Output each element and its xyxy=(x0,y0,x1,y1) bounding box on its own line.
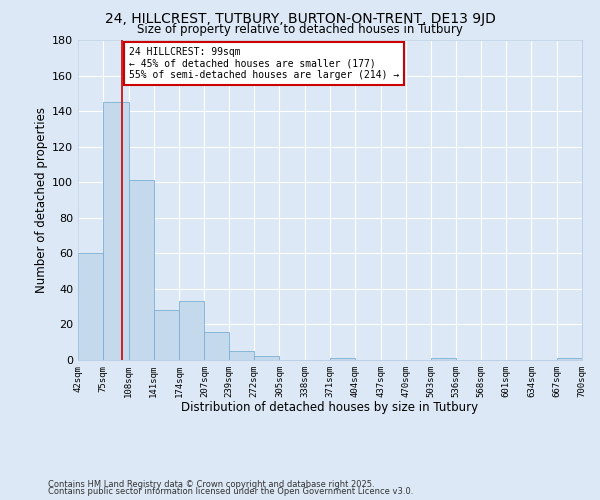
Text: 24, HILLCREST, TUTBURY, BURTON-ON-TRENT, DE13 9JD: 24, HILLCREST, TUTBURY, BURTON-ON-TRENT,… xyxy=(104,12,496,26)
Bar xyxy=(330,358,355,360)
Bar xyxy=(254,356,280,360)
Bar xyxy=(179,302,205,360)
Bar xyxy=(103,102,128,360)
Y-axis label: Number of detached properties: Number of detached properties xyxy=(35,107,48,293)
Text: Contains HM Land Registry data © Crown copyright and database right 2025.: Contains HM Land Registry data © Crown c… xyxy=(48,480,374,489)
Text: 24 HILLCREST: 99sqm
← 45% of detached houses are smaller (177)
55% of semi-detac: 24 HILLCREST: 99sqm ← 45% of detached ho… xyxy=(128,47,399,80)
Bar xyxy=(205,332,229,360)
X-axis label: Distribution of detached houses by size in Tutbury: Distribution of detached houses by size … xyxy=(181,402,479,414)
Bar xyxy=(431,358,457,360)
Bar xyxy=(78,254,103,360)
Text: Size of property relative to detached houses in Tutbury: Size of property relative to detached ho… xyxy=(137,22,463,36)
Text: Contains public sector information licensed under the Open Government Licence v3: Contains public sector information licen… xyxy=(48,487,413,496)
Bar xyxy=(128,180,154,360)
Bar xyxy=(229,351,254,360)
Bar xyxy=(557,358,582,360)
Bar xyxy=(154,310,179,360)
